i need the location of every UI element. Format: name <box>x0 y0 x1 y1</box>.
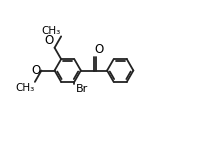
Text: Br: Br <box>75 84 88 94</box>
Text: CH₃: CH₃ <box>41 26 60 36</box>
Text: O: O <box>95 43 104 56</box>
Text: O: O <box>45 34 54 47</box>
Text: O: O <box>31 64 41 77</box>
Text: CH₃: CH₃ <box>15 83 34 92</box>
